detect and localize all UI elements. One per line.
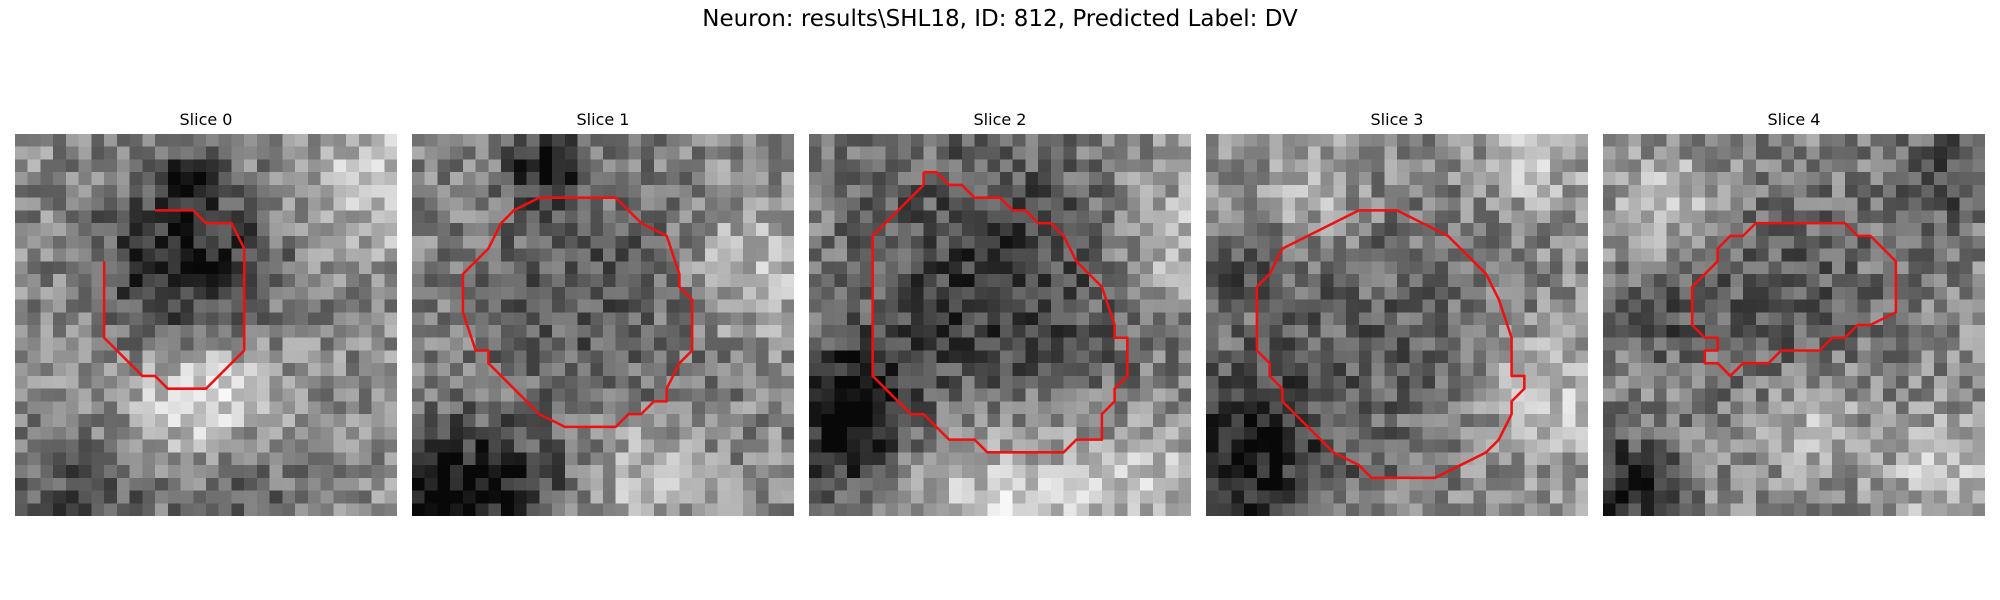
roi-contour xyxy=(871,170,1129,454)
roi-contour xyxy=(1690,221,1898,378)
roi-contour xyxy=(102,209,246,390)
slice-3-image xyxy=(1206,134,1588,516)
slice-2-image xyxy=(809,134,1191,516)
slice-0-image xyxy=(15,134,397,516)
figure-title: Neuron: results\SHL18, ID: 812, Predicte… xyxy=(702,6,1298,32)
roi-contour xyxy=(461,196,694,429)
panel-title-slice-4: Slice 4 xyxy=(1767,110,1821,129)
panel-title-slice-3: Slice 3 xyxy=(1370,110,1424,129)
panel-title-slice-1: Slice 1 xyxy=(576,110,630,129)
panel-title-slice-0: Slice 0 xyxy=(179,110,233,129)
slice-1-image xyxy=(412,134,794,516)
panel-title-slice-2: Slice 2 xyxy=(973,110,1027,129)
slice-4-image xyxy=(1603,134,1985,516)
roi-contour xyxy=(1255,209,1526,480)
